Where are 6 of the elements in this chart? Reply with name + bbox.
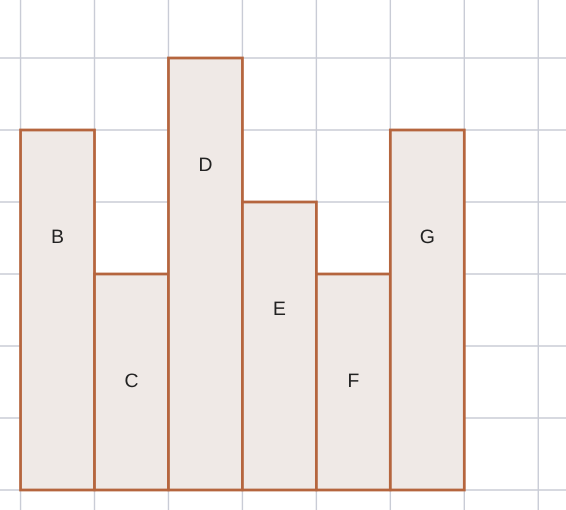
x-tick-label: D xyxy=(200,158,212,172)
x-tick-label: C xyxy=(125,373,138,388)
x-tick-label: E xyxy=(274,302,286,316)
x-tick-label: G xyxy=(420,229,434,244)
x-tick-label: F xyxy=(349,374,359,388)
x-tick-label: B xyxy=(52,230,63,244)
